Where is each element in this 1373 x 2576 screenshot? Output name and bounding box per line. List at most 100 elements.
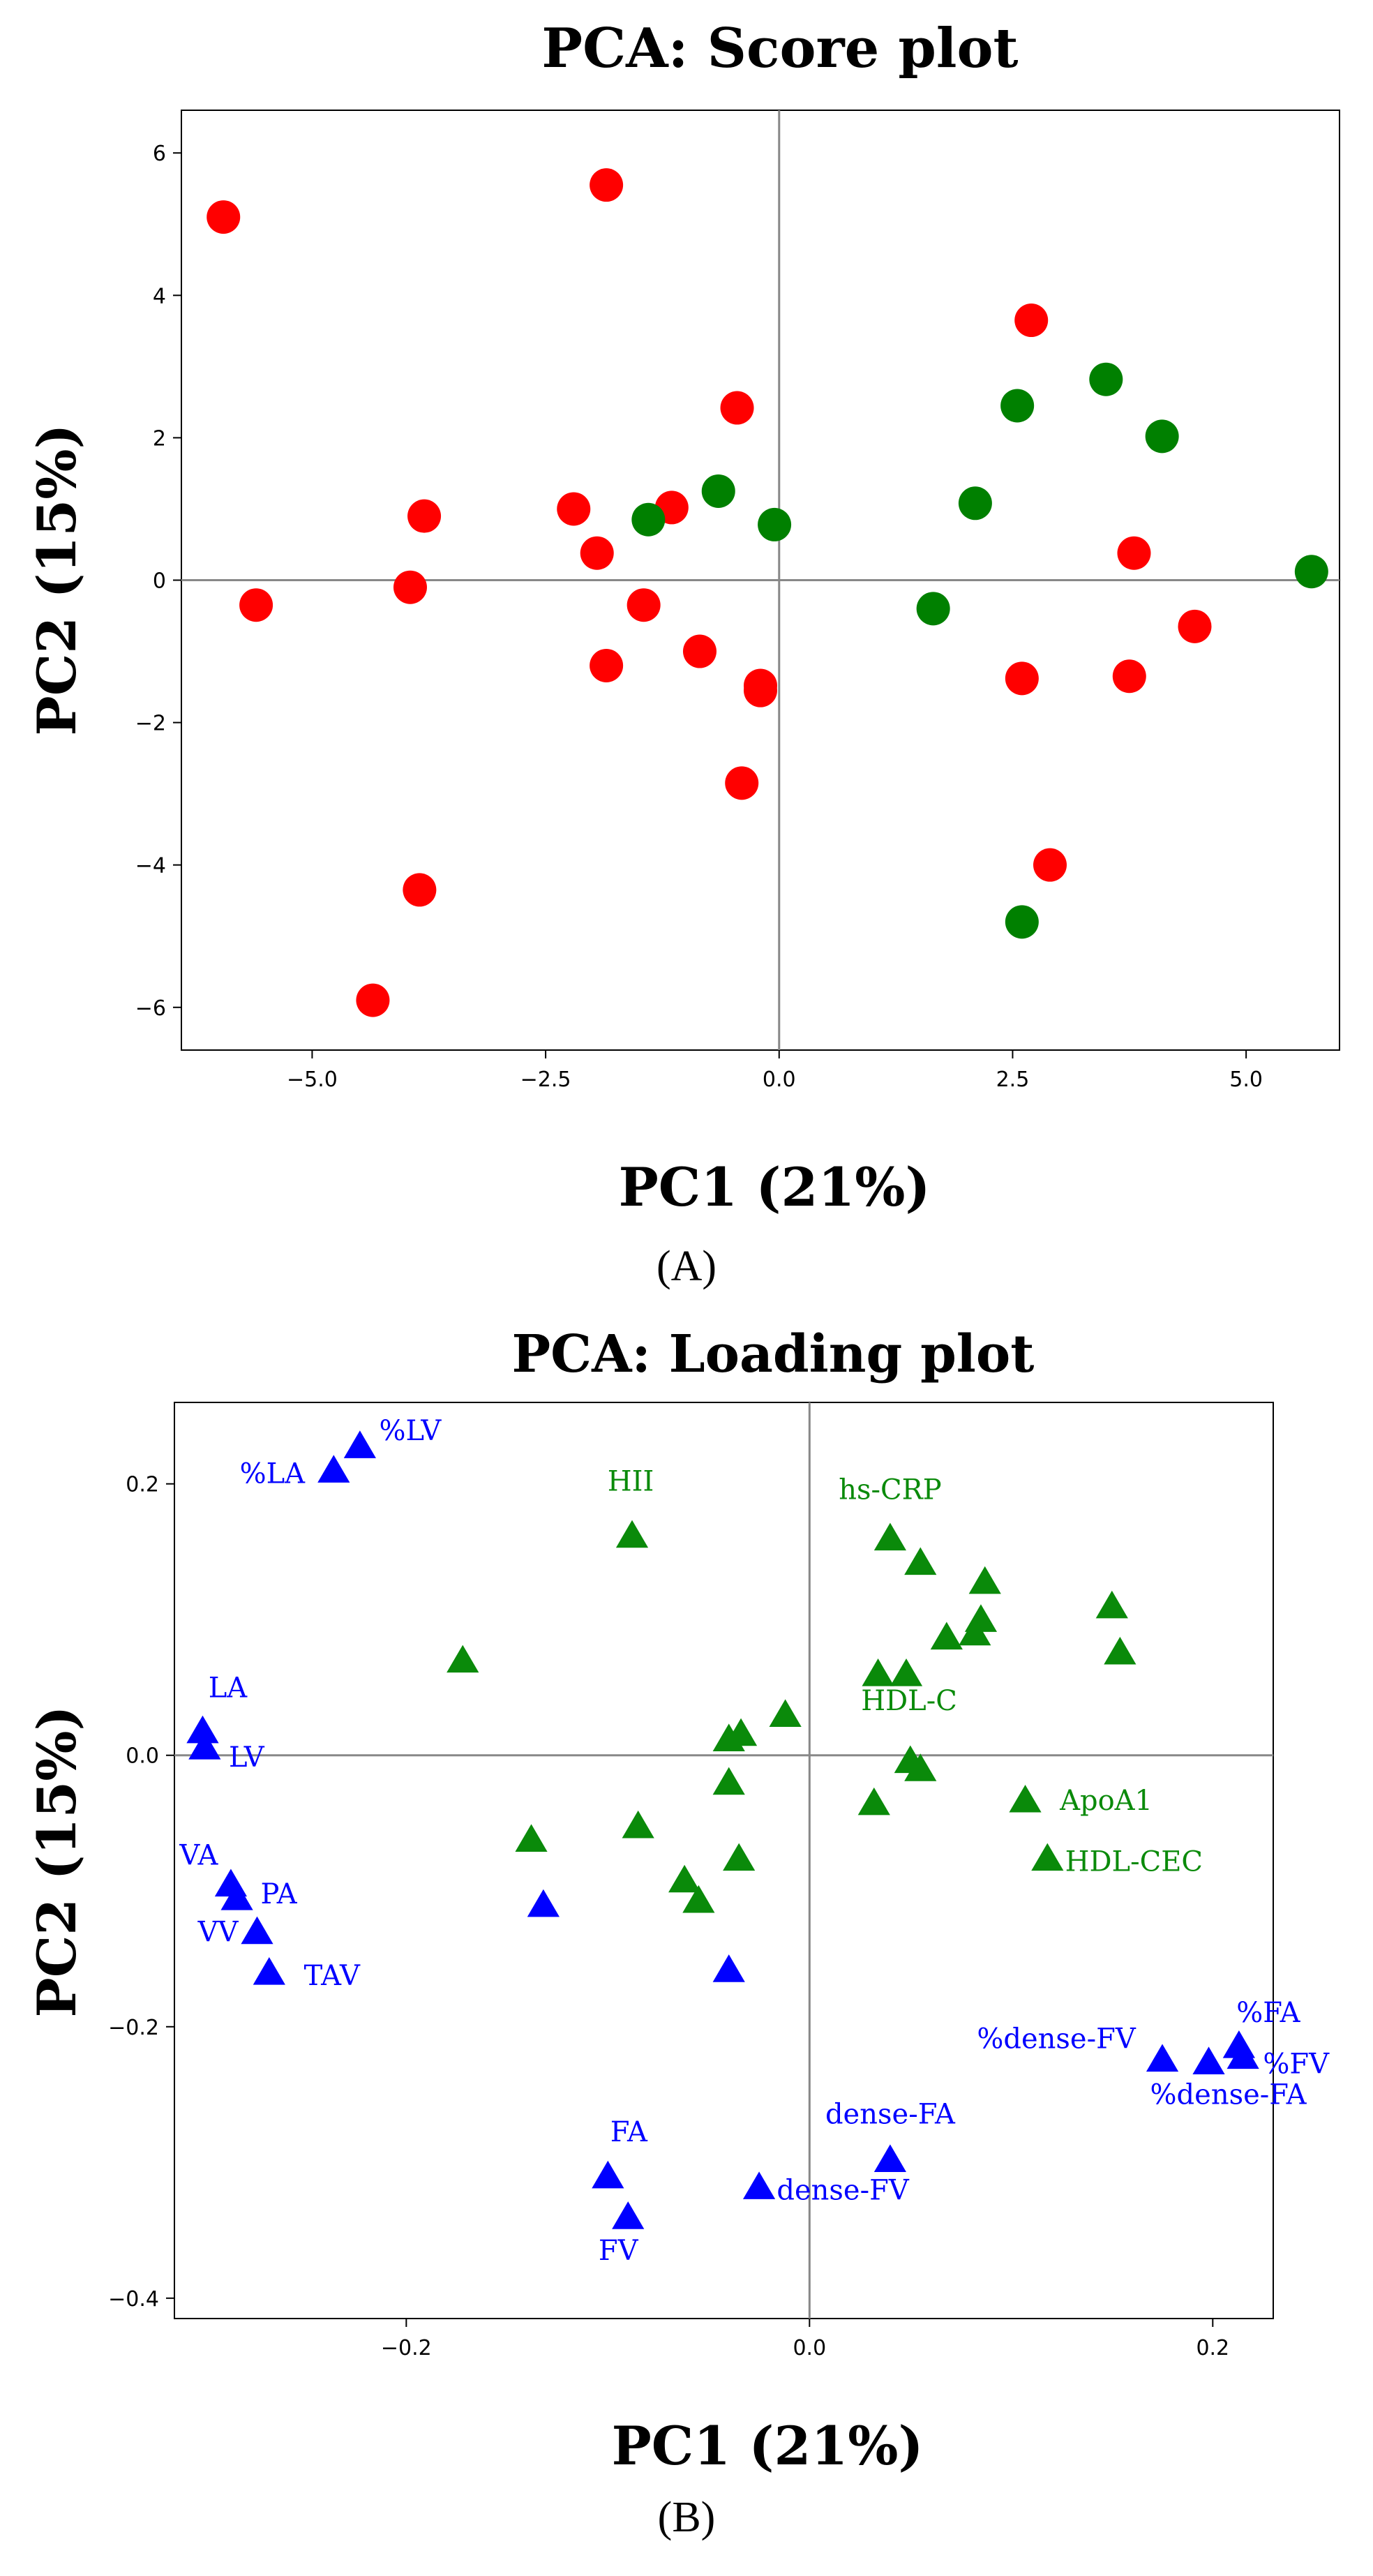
score-point [1178, 609, 1212, 643]
loading-xtick-label: 0.0 [793, 2336, 826, 2360]
loading-point-label: FA [610, 2116, 648, 2148]
loading-plot: PCA: Loading plot −0.2 0.0 0.2 −0.4 −0.2 0.0 0… [26, 1324, 1330, 2541]
loading-xtick-label: −0.2 [381, 2336, 432, 2360]
score-plot-xlabel: PC1 (21%) [619, 1156, 931, 1218]
loading-ytick-label: 0.0 [126, 1744, 159, 1769]
score-point [1145, 419, 1179, 454]
loading-point-label: %FV [1263, 2049, 1330, 2081]
score-point [720, 391, 754, 425]
score-plot-ylabel: PC2 (15%) [26, 424, 88, 736]
score-point [590, 648, 624, 682]
score-plot: PCA: Score plot −5.0 −2.5 0.0 2.5 5.0 −6 −4 −2 0… [26, 17, 1340, 1290]
loading-point [724, 1718, 758, 1746]
loading-point [890, 1658, 923, 1686]
score-point [744, 673, 777, 707]
score-point [1005, 661, 1039, 696]
loading-plot-frame [174, 1402, 1274, 2319]
loading-point [622, 1810, 654, 1839]
score-point [403, 873, 437, 907]
score-point [239, 588, 273, 622]
loading-point-label: %LA [240, 1458, 306, 1490]
score-point [1112, 659, 1146, 694]
loading-point-label: %LV [380, 1415, 442, 1447]
loading-plot-title: PCA: Loading plot [512, 1324, 1035, 1384]
loading-xtick-label: 0.2 [1196, 2336, 1229, 2360]
loading-point [959, 1617, 991, 1646]
loading-ytick-label: −0.4 [108, 2287, 159, 2312]
loading-point [904, 1753, 937, 1781]
score-point [580, 536, 614, 570]
loading-point [220, 1882, 253, 1910]
loading-point [1009, 1784, 1042, 1813]
loading-point [712, 1954, 745, 1982]
loading-point [1192, 2046, 1225, 2074]
loading-point-label: PA [261, 1878, 298, 1910]
loading-plot-xlabel: PC1 (21%) [612, 2415, 924, 2477]
loading-point [253, 1956, 285, 1985]
score-point [590, 168, 624, 202]
loading-point [1104, 1636, 1136, 1665]
loading-point [188, 1732, 221, 1760]
loading-point-label: FV [599, 2235, 639, 2267]
loading-point-label: LV [229, 1742, 265, 1774]
score-ytick-label: 6 [153, 142, 166, 166]
loading-point [1031, 1843, 1064, 1871]
score-point [1005, 905, 1039, 939]
score-point [1014, 304, 1049, 338]
panel-label-b: (B) [658, 2494, 716, 2541]
loading-point-label: dense-FV [776, 2174, 910, 2206]
loading-point [1226, 2041, 1259, 2069]
loading-point [712, 1767, 745, 1795]
loading-point [447, 1645, 479, 1673]
score-xtick-label: −5.0 [287, 1068, 338, 1092]
score-point [916, 592, 950, 626]
loading-point [615, 1520, 649, 1548]
loading-point [317, 1455, 350, 1483]
score-point [682, 634, 716, 668]
loading-point-label: HII [608, 1466, 654, 1498]
loading-point-label: VV [197, 1917, 239, 1949]
score-point [207, 200, 241, 234]
score-point [758, 507, 792, 541]
loading-point-label: LA [209, 1672, 248, 1705]
score-xtick-label: 5.0 [1229, 1068, 1263, 1092]
loading-point [515, 1824, 548, 1852]
loading-point [930, 1622, 963, 1650]
loading-point-label: %dense-FA [1150, 2079, 1307, 2111]
loading-point [1095, 1590, 1128, 1619]
loading-ytick-label: −0.2 [108, 2016, 159, 2040]
loading-plot-area: −0.2 0.0 0.2 −0.4 −0.2 0.0 0.2 %LV %LA LA LV VA PA VV… [108, 1402, 1330, 2360]
loading-point [343, 1430, 376, 1458]
loading-point [592, 2160, 624, 2189]
loading-plot-ylabel: PC2 (15%) [26, 1706, 88, 2018]
loading-point-label: VA [179, 1840, 218, 1872]
score-point [631, 502, 666, 537]
score-plot-title: PCA: Score plot [541, 17, 1018, 80]
loading-point [668, 1864, 701, 1893]
score-point [407, 499, 442, 533]
loading-point [904, 1547, 937, 1575]
loading-point-label: hs-CRP [839, 1474, 941, 1506]
score-point [1117, 536, 1151, 570]
loading-point [742, 2171, 776, 2199]
loading-point [968, 1566, 1001, 1594]
score-ytick-label: 2 [153, 426, 166, 451]
loading-ytick-label: 0.2 [126, 1473, 159, 1497]
score-ytick-label: 4 [153, 284, 166, 308]
score-point [1033, 848, 1067, 882]
loading-point [186, 1715, 219, 1744]
panel-label-a: (A) [657, 1243, 716, 1290]
score-plot-area: −5.0 −2.5 0.0 2.5 5.0 −6 −4 −2 0 2 4 6 [135, 110, 1340, 1092]
loading-point-label: ApoA1 [1059, 1785, 1153, 1817]
score-ytick-label: −4 [135, 854, 166, 878]
loading-point [873, 1522, 907, 1551]
score-point [1294, 555, 1328, 589]
score-ytick-label: 0 [153, 569, 166, 594]
loading-point-label: %dense-FV [977, 2023, 1136, 2055]
loading-point-label: dense-FA [825, 2098, 956, 2130]
loading-point-label: %FA [1236, 1997, 1300, 2029]
loading-point-label: HDL-CEC [1065, 1846, 1203, 1878]
score-xtick-label: −2.5 [520, 1068, 571, 1092]
loading-point [241, 1916, 273, 1945]
